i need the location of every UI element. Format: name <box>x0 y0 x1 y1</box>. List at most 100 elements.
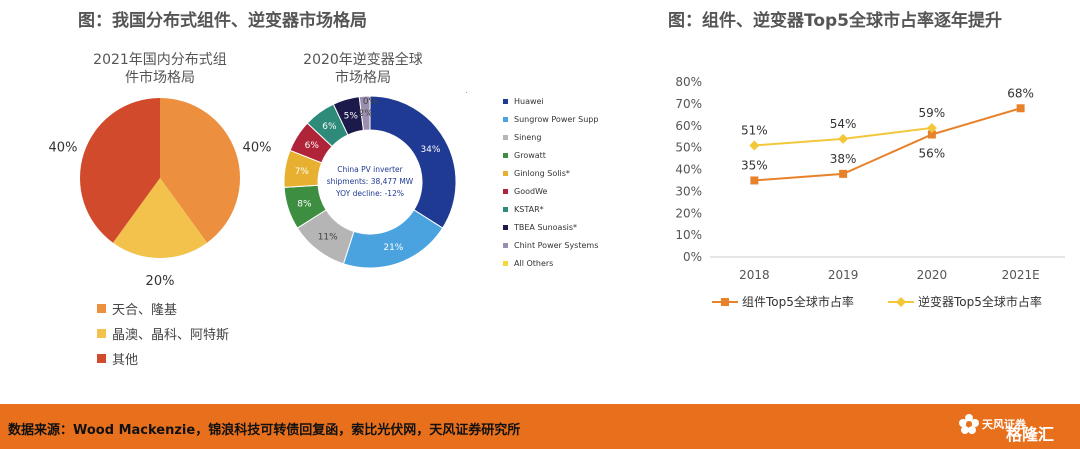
legend-swatch <box>97 304 106 313</box>
data-label-0-1: 38% <box>830 152 857 166</box>
pie1-label-2: 40% <box>49 140 78 155</box>
legend-label: Growatt <box>514 150 546 160</box>
legend-label: KSTAR* <box>514 204 544 214</box>
donut-legend-item: Huawei <box>503 92 598 110</box>
donut-legend-item: Growatt <box>503 146 598 164</box>
donut-label-4: 7% <box>295 167 310 177</box>
y-tick-label: 30% <box>675 184 702 198</box>
donut-label-9: 0% <box>363 97 378 107</box>
legend-label: Ginlong Solis* <box>514 168 570 178</box>
donut-label-6: 6% <box>322 122 337 132</box>
pie1-slice-0 <box>160 98 241 243</box>
legend-marker-1 <box>896 297 906 307</box>
donut-legend-item: Chint Power Systems <box>503 236 598 254</box>
pie1-slice-2 <box>80 98 160 243</box>
pie1-label-1: 20% <box>146 274 175 289</box>
legend-swatch <box>97 354 106 363</box>
legend-label-0: 组件Top5全球市占率 <box>742 294 854 309</box>
y-tick-label: 50% <box>675 141 702 155</box>
y-tick-label: 80% <box>675 75 702 89</box>
legend-swatch <box>503 170 508 176</box>
y-tick-label: 20% <box>675 206 702 220</box>
left-section-title: 图：我国分布式组件、逆变器市场格局 <box>78 11 367 31</box>
legend-label: GoodWe <box>514 186 548 196</box>
donut-title-line2: 市场格局 <box>335 70 391 86</box>
donut-center-line-1: shipments: 38,477 MW <box>327 177 414 186</box>
watermark: 格隆汇 <box>1006 425 1055 444</box>
donut-label-0: 34% <box>420 145 440 155</box>
legend-label: Chint Power Systems <box>514 240 599 250</box>
series-point-1 <box>838 133 849 144</box>
donut-legend-item: Ginlong Solis* <box>503 164 598 182</box>
series-point-0 <box>750 176 759 185</box>
y-tick-label: 10% <box>675 228 702 242</box>
series-point-1 <box>926 122 937 133</box>
series-point-0 <box>927 130 936 139</box>
right-section-title: 图：组件、逆变器Top5全球市占率逐年提升 <box>668 11 1003 31</box>
pie1-chart: 40% 20% 40% <box>49 98 272 289</box>
data-label-1-0: 51% <box>741 123 768 137</box>
x-tick-label: 2021E <box>1002 268 1040 282</box>
legend-label: TBEA Sunoasis* <box>514 222 578 232</box>
legend-swatch <box>503 206 508 212</box>
pie1-label-0: 40% <box>243 140 272 155</box>
flower-logo-icon <box>959 414 979 434</box>
legend-swatch <box>503 152 508 158</box>
line-chart: 0% 10% 20% 30% 40% 50% 60% 70% 80% 2018 2019 2020 20… <box>675 75 1065 309</box>
legend-swatch <box>503 116 508 122</box>
footer-source: 数据来源：Wood Mackenzie，锦浪科技可转债回复函，索比光伏网，天风证… <box>8 423 521 438</box>
donut-legend-item: All Others <box>503 254 598 272</box>
legend-label: Huawei <box>514 96 544 106</box>
pie1-title: 2021年国内分布式组 件市场格局 <box>70 51 250 87</box>
legend-swatch <box>503 260 508 266</box>
legend-swatch <box>503 242 508 248</box>
data-label-1-2: 59% <box>919 106 946 120</box>
series-line-0 <box>754 107 1021 182</box>
legend-swatch <box>503 224 508 230</box>
donut-legend-item: Sungrow Power Supp <box>503 110 598 128</box>
legend-label: Sungrow Power Supp <box>514 114 599 124</box>
data-label-1-1: 54% <box>830 117 857 131</box>
series-point-0 <box>839 169 848 178</box>
x-tick-label: 2020 <box>917 268 948 282</box>
donut-label-2: 11% <box>318 233 338 243</box>
pie1-legend-item: 晶澳、晶科、阿特斯 <box>97 321 229 346</box>
donut-center-line-2: YOY decline: -12% <box>335 189 404 198</box>
legend-swatch <box>503 188 508 194</box>
legend-label: All Others <box>514 258 554 268</box>
footer-bar <box>0 404 1080 449</box>
data-label-0-0: 35% <box>741 158 768 172</box>
pie1-legend-item: 天合、隆基 <box>97 296 229 321</box>
legend-swatch <box>97 329 106 338</box>
donut-slice-8 <box>358 95 371 131</box>
pie1-title-line1: 2021年国内分布式组 <box>93 52 227 68</box>
donut-legend: Huawei Sungrow Power Supp Sineng Growatt Gin… <box>503 92 598 272</box>
y-tick-label: 70% <box>675 97 702 111</box>
series-point-0 <box>1016 104 1025 113</box>
legend-label: 其他 <box>112 353 139 368</box>
donut-center-line-0: China PV inverter <box>337 165 403 174</box>
legend-label: Sineng <box>514 132 542 142</box>
donut-legend-item: KSTAR* <box>503 200 598 218</box>
pie1-legend: 天合、隆基晶澳、晶科、阿特斯 其他 <box>97 296 229 371</box>
donut-label-1: 21% <box>383 243 403 253</box>
y-tick-label: 40% <box>675 163 702 177</box>
y-tick-label: 0% <box>683 250 702 264</box>
x-tick-label: 2018 <box>739 268 770 282</box>
donut-title: 2020年逆变器全球 市场格局 <box>288 51 438 87</box>
donut-legend-item: Sineng <box>503 128 598 146</box>
donut-slice-0 <box>369 95 457 229</box>
y-tick-label: 60% <box>675 119 702 133</box>
legend-label-1: 逆变器Top5全球市占率 <box>918 294 1042 309</box>
pie1-title-line2: 件市场格局 <box>125 70 195 86</box>
legend-marker-0 <box>721 298 729 306</box>
footer-brand: 天风证券 <box>982 418 1026 431</box>
donut-label-8: 2% <box>359 109 374 119</box>
divider-dot <box>466 92 467 93</box>
donut-label-5: 6% <box>305 141 320 151</box>
donut-label-3: 8% <box>297 199 312 209</box>
legend-label: 晶澳、晶科、阿特斯 <box>112 328 230 343</box>
pie1-slice-1 <box>112 178 208 258</box>
donut-chart: 34% 21% 11% 8% 7% 6%6% 5% 2% 0% China PV inverter… <box>283 95 457 269</box>
donut-legend-item: GoodWe <box>503 182 598 200</box>
